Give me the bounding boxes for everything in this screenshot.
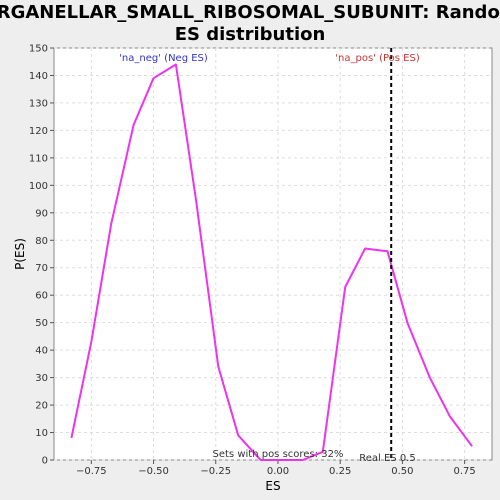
- y-tick-label: 80: [35, 236, 48, 247]
- neg-es-label: 'na_neg' (Neg ES): [119, 53, 208, 64]
- x-tick-label: 0.75: [453, 466, 475, 477]
- y-tick-label: 120: [29, 126, 48, 137]
- y-tick-label: 50: [35, 318, 48, 329]
- plot-area: [53, 47, 493, 461]
- y-tick-label: 30: [35, 373, 48, 384]
- y-tick-label: 40: [35, 346, 48, 357]
- y-tick-label: 100: [29, 181, 48, 192]
- y-tick-label: 150: [29, 44, 48, 55]
- y-tick-label: 110: [29, 153, 48, 164]
- chart-title-line2: ES distribution: [175, 24, 326, 45]
- x-tick-label: 0.00: [267, 466, 289, 477]
- y-tick-label: 60: [35, 291, 48, 302]
- y-tick-label: 0: [42, 456, 48, 467]
- y-tick-label: 20: [35, 401, 48, 412]
- y-tick-label: 130: [29, 98, 48, 109]
- chart-title-line1: ORGANELLAR_SMALL_RIBOSOMAL_SUBUNIT: Rand…: [0, 2, 500, 23]
- real-es-label: Real ES 0.5: [359, 453, 415, 464]
- x-tick-label: −0.50: [138, 466, 169, 477]
- sets-pos-scores-label: Sets with pos scores: 32%: [213, 449, 344, 460]
- y-tick-label: 140: [29, 71, 48, 82]
- series-layer: [70, 63, 473, 461]
- y-axis-label: P(ES): [13, 238, 27, 270]
- y-tick-label: 10: [35, 428, 48, 439]
- x-tick-label: 0.50: [391, 466, 413, 477]
- series-line: [70, 63, 473, 461]
- y-tick-label: 70: [35, 263, 48, 274]
- x-axis-ticks: −0.75 −0.50 −0.25 0.00 0.25 0.50 0.75: [76, 460, 476, 477]
- x-tick-label: 0.25: [329, 466, 351, 477]
- x-tick-label: −0.75: [76, 466, 107, 477]
- y-axis-ticks: 0 10 20 30 40 50 60 70 80 90 100 110 120 130 140 150: [29, 44, 54, 467]
- pos-es-label: 'na_pos' (Pos ES): [335, 53, 420, 64]
- x-axis-label: ES: [265, 479, 280, 493]
- y-tick-label: 90: [35, 208, 48, 219]
- x-tick-label: −0.25: [200, 466, 231, 477]
